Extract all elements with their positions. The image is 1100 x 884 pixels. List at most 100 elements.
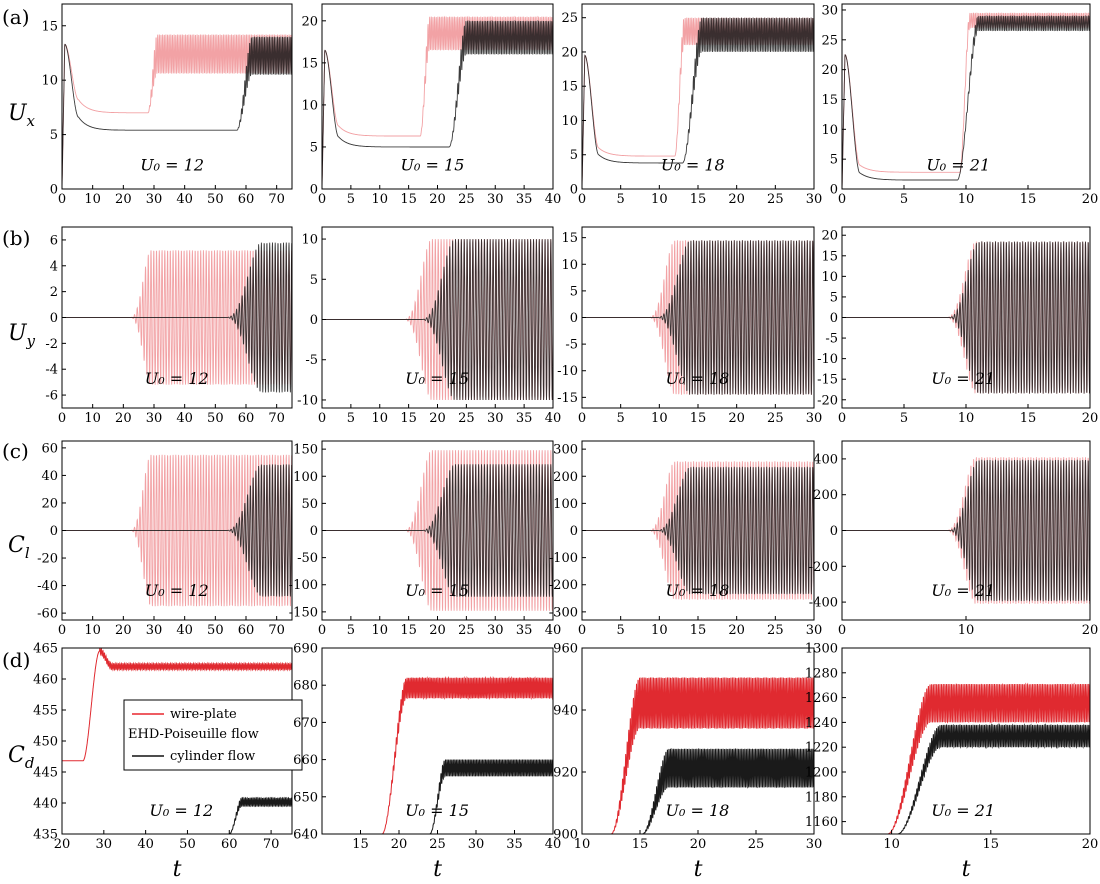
x-tick-label: 50 (207, 623, 224, 638)
y-tick-label: 30 (821, 3, 838, 18)
x-tick-label: 5 (347, 623, 355, 638)
u0-annotation: U₀ = 18 (666, 369, 730, 388)
x-tick-label: 30 (806, 192, 823, 207)
x-tick-label: 25 (458, 192, 475, 207)
y-tick-label: 15 (561, 80, 578, 95)
plot-area (62, 34, 292, 189)
series-line-cylinder-flow (582, 17, 814, 189)
y-tick-label: 300 (553, 443, 578, 458)
y-tick-label: 0 (50, 311, 58, 326)
x-tick-label: 30 (487, 192, 504, 207)
y-tick-label: 0 (570, 183, 578, 198)
x-tick-label: 35 (516, 411, 533, 426)
y-tick-label: -15 (817, 373, 838, 388)
x-tick-label: 0 (838, 623, 846, 638)
u0-annotation: U₀ = 21 (931, 369, 995, 388)
x-tick-label: 40 (176, 411, 193, 426)
x-tick-label: 10 (371, 623, 388, 638)
y-tick-label: -10 (297, 393, 318, 408)
y-tick-label: 5 (310, 140, 318, 155)
y-tick-label: -60 (37, 607, 58, 622)
y-tick-label: 60 (41, 441, 58, 456)
y-tick-label: -40 (37, 579, 58, 594)
y-tick-label: 0 (310, 524, 318, 539)
plot-area (842, 241, 1090, 394)
x-tick-label: 10 (574, 837, 591, 852)
plot-area (381, 675, 553, 834)
chart-panel-c1: 0 10 20 30 40 50 60 70 -60 -40 -20 0 20 40 60 U₀ = 12 (37, 440, 293, 638)
y-tick-label: 900 (553, 828, 578, 843)
x-tick-label: 10 (84, 411, 101, 426)
plot-area (62, 454, 292, 607)
y-tick-label: 1160 (805, 815, 838, 830)
plot-area (582, 461, 814, 600)
u0-annotation: U₀ = 12 (149, 801, 213, 820)
row-label-a: (a) (2, 5, 30, 29)
y-tick-label: -4 (45, 363, 58, 378)
x-tick-label: 0 (838, 411, 846, 426)
u0-annotation: U₀ = 21 (931, 581, 995, 600)
x-tick-label: 20 (690, 837, 707, 852)
y-tick-label: -5 (305, 353, 318, 368)
u0-annotation: U₀ = 15 (405, 801, 469, 820)
plot-area (582, 240, 814, 395)
x-tick-label: 15 (400, 192, 417, 207)
x-tick-label: 25 (429, 837, 446, 852)
chart-panel-b3: 0 5 10 15 20 25 30 -15 -10 -5 0 5 10 15 U₀ = 18 (557, 226, 822, 426)
x-tick-label: 20 (1082, 623, 1099, 638)
u0-annotation: U₀ = 15 (405, 581, 469, 600)
y-tick-label: 15 (821, 93, 838, 108)
x-tick-label: 0 (838, 192, 846, 207)
x-tick-label: 10 (651, 623, 668, 638)
chart-panel-c2: 0 5 10 15 20 25 30 35 40 -150 -100 -50 0 50 100 150 U₀ =… (289, 440, 562, 638)
chart-panel-d3: 10 15 20 25 30 900 920 940 960 U₀ = 18 (553, 642, 822, 853)
x-tick-label: 20 (1082, 837, 1099, 852)
x-tick-label: 0 (318, 623, 326, 638)
x-tick-label: 40 (545, 623, 562, 638)
x-tick-label: 35 (516, 623, 533, 638)
y-tick-label: -10 (817, 352, 838, 367)
x-tick-label: 15 (352, 837, 369, 852)
x-tick-label: 15 (400, 623, 417, 638)
y-tick-label: 640 (293, 828, 318, 843)
x-tick-label: 20 (115, 411, 132, 426)
series-line-wire-plate (62, 648, 292, 762)
x-tick-label: 20 (1082, 192, 1099, 207)
x-tick-label: 10 (651, 192, 668, 207)
y-tick-label: 100 (293, 470, 318, 485)
y-tick-label: 445 (33, 766, 58, 781)
plot-area (322, 15, 553, 189)
x-tick-label: 30 (146, 411, 163, 426)
y-tick-label: -200 (809, 560, 838, 575)
x-tick-label: 40 (545, 411, 562, 426)
x-tick-label: 10 (958, 411, 975, 426)
y-tick-label: 5 (830, 290, 838, 305)
series-line-wire-plate (610, 677, 814, 834)
chart-panel-c4: 0 10 20 -400 -200 0 200 400 U₀ = 21 (809, 440, 1099, 638)
x-axis-label-col-4: t (962, 857, 971, 882)
x-tick-label: 5 (347, 192, 355, 207)
x-tick-label: 10 (371, 411, 388, 426)
x-tick-label: 40 (176, 623, 193, 638)
y-tick-label: 670 (293, 716, 318, 731)
y-tick-label: 5 (570, 284, 578, 299)
x-tick-label: 15 (1020, 411, 1037, 426)
legend-label-ehd: EHD-Poiseuille flow (128, 727, 259, 742)
chart-panel-a3: 0 5 10 15 20 25 30 0 5 10 15 20 25 U₀ = 18 (561, 3, 823, 207)
x-tick-label: 20 (1082, 411, 1099, 426)
x-tick-label: 20 (391, 837, 408, 852)
x-tick-label: 20 (115, 623, 132, 638)
u0-annotation: U₀ = 12 (140, 156, 204, 175)
y-tick-label: 650 (293, 790, 318, 805)
x-tick-label: 10 (84, 192, 101, 207)
y-tick-label: 0 (50, 183, 58, 198)
series-line-cylinder-flow (62, 464, 292, 597)
y-tick-label: 0 (50, 524, 58, 539)
y-tick-label: 455 (33, 704, 58, 719)
x-tick-label: 15 (690, 411, 707, 426)
x-tick-label: 30 (468, 837, 485, 852)
x-tick-label: 60 (221, 837, 238, 852)
plot-area (322, 450, 553, 611)
x-tick-label: 60 (238, 623, 255, 638)
x-tick-label: 70 (268, 623, 285, 638)
